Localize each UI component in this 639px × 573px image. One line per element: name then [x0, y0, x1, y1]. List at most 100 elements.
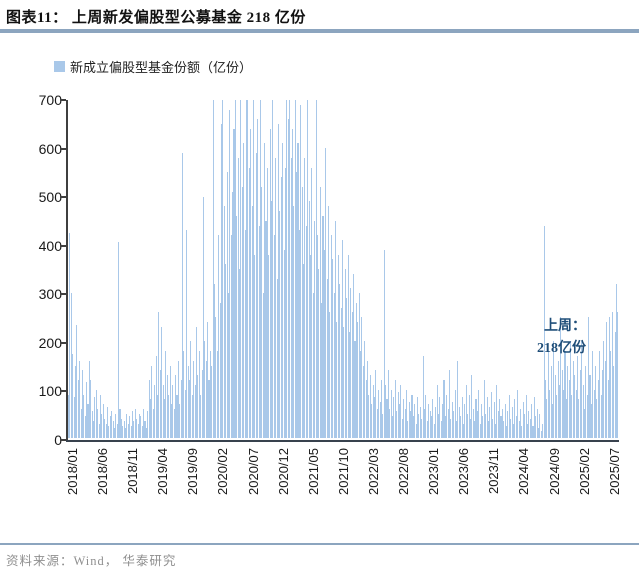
bar — [501, 409, 503, 438]
bar — [236, 215, 238, 438]
bar — [240, 100, 242, 438]
x-axis-tick-label: 2019/04 — [155, 448, 171, 495]
bar — [194, 384, 196, 438]
bar — [219, 302, 221, 438]
bar — [104, 418, 106, 438]
bar — [551, 404, 553, 438]
bar — [582, 384, 584, 438]
bar — [269, 128, 271, 438]
bar — [230, 235, 232, 438]
figure-title: 图表11： 上周新发偏股型公募基金 218 亿份 — [6, 10, 306, 26]
bar — [398, 404, 401, 438]
bar — [289, 100, 291, 438]
bar — [76, 324, 78, 438]
bar — [268, 254, 270, 438]
bar — [604, 360, 606, 438]
bar — [458, 406, 460, 438]
bar — [481, 404, 483, 438]
bar — [364, 341, 366, 438]
bar — [304, 157, 306, 438]
bar — [243, 143, 245, 438]
bar — [337, 254, 339, 438]
bar — [88, 360, 90, 438]
y-axis-tick-label: 700 — [38, 92, 62, 108]
bar — [586, 394, 588, 438]
bar — [547, 351, 549, 438]
bar — [266, 167, 268, 438]
bar — [273, 235, 275, 438]
bar — [90, 380, 92, 438]
bar — [549, 389, 551, 438]
bar — [428, 404, 430, 438]
y-axis-tick — [60, 244, 66, 247]
bar — [321, 302, 323, 438]
bar — [275, 157, 277, 438]
bar — [237, 157, 239, 438]
bar — [462, 423, 464, 438]
bar — [366, 360, 369, 438]
x-axis-tick-label: 2023/06 — [456, 448, 472, 495]
y-axis-tick-label: 500 — [38, 189, 62, 206]
x-axis-tick-label: 2018/06 — [95, 448, 111, 495]
bar — [493, 401, 495, 438]
bar — [380, 380, 382, 438]
bar — [198, 351, 200, 438]
bar — [539, 413, 541, 438]
bar — [257, 119, 259, 438]
bar — [454, 389, 456, 438]
bar — [137, 423, 139, 438]
bar — [369, 375, 371, 438]
bar — [166, 375, 168, 438]
bar — [429, 411, 431, 438]
bar — [200, 394, 202, 438]
bar — [84, 416, 86, 438]
bar — [375, 370, 377, 438]
bar — [353, 273, 355, 438]
bar — [214, 283, 216, 438]
bar — [357, 322, 359, 438]
bar — [180, 380, 182, 438]
bar — [305, 225, 307, 438]
bar — [389, 409, 391, 438]
bar — [497, 411, 499, 438]
bar — [77, 380, 79, 438]
bar — [603, 341, 605, 438]
bar — [182, 153, 184, 438]
bar — [81, 370, 83, 438]
bar — [361, 317, 363, 438]
bar — [323, 249, 325, 438]
bar — [517, 389, 519, 438]
bar — [250, 128, 252, 438]
bar — [316, 235, 318, 438]
bar — [290, 157, 292, 438]
bar — [414, 404, 416, 438]
bar — [435, 406, 437, 438]
bar — [426, 421, 428, 438]
bar — [599, 351, 601, 438]
bar — [220, 124, 223, 438]
bar — [482, 416, 484, 438]
chart-legend: 新成立偏股型基金份额（亿份） — [54, 57, 252, 76]
bar — [191, 394, 193, 438]
x-axis-tick-label: 2024/09 — [546, 448, 562, 495]
y-axis-tick-label: 0 — [54, 432, 62, 448]
bar — [376, 409, 378, 438]
bar — [195, 326, 197, 438]
bar — [297, 143, 299, 438]
bar — [344, 269, 346, 438]
bar — [308, 201, 310, 438]
bar — [453, 411, 455, 438]
bar — [215, 317, 217, 438]
bar — [494, 423, 496, 438]
bar — [400, 384, 402, 438]
bar — [204, 341, 206, 438]
bar — [365, 380, 367, 438]
bar — [553, 341, 555, 438]
bar — [564, 351, 566, 438]
bar — [439, 396, 441, 438]
bar — [162, 384, 164, 438]
x-axis-tick-label: 2024/04 — [516, 448, 532, 495]
bar — [141, 425, 143, 438]
bar — [294, 100, 296, 438]
bar — [606, 322, 608, 438]
